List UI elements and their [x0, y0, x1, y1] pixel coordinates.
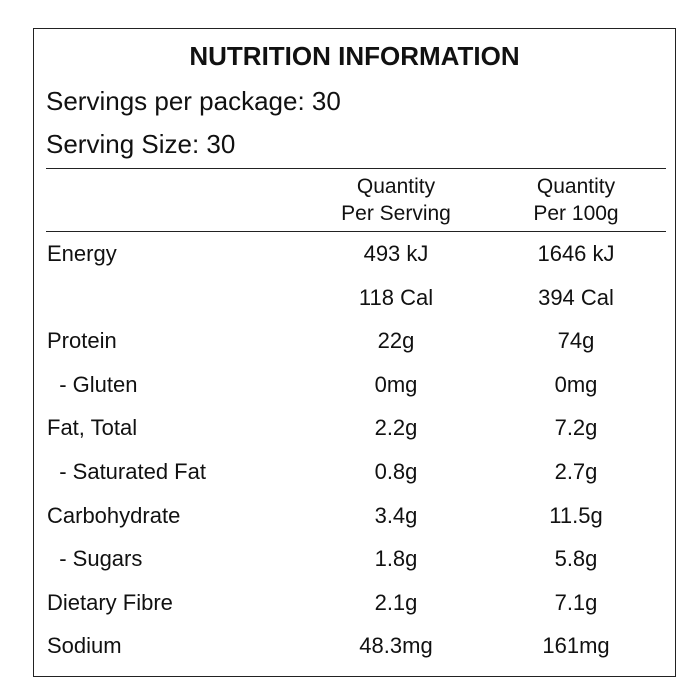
column-header: Per 100g	[533, 202, 619, 225]
row-label: Carbohydrate	[47, 502, 181, 528]
row-label: Sodium	[47, 633, 122, 659]
column-header: Per Serving	[341, 202, 451, 225]
cell: 493 kJ	[363, 241, 429, 266]
row-label: Energy	[47, 241, 117, 266]
cell: 11.5g	[549, 502, 603, 528]
cell: 1.8g	[374, 546, 418, 572]
row-label: Protein	[47, 328, 117, 354]
cell: 1646 kJ	[537, 241, 615, 266]
cell: 0mg	[554, 371, 598, 397]
cell: 2.7g	[554, 459, 598, 484]
servings: Servings per package: 30	[46, 86, 341, 116]
cell: 74g	[557, 328, 595, 354]
cell: 0.8g	[374, 459, 418, 484]
cell: 0mg	[374, 371, 418, 397]
column-header: Quantity	[356, 175, 436, 198]
row-label: Fat, Total	[47, 415, 138, 441]
title: NUTRITION INFORMATION	[189, 41, 520, 71]
cell: 2.1g	[374, 589, 418, 615]
rule	[46, 168, 666, 169]
row-label: - Sugars	[47, 546, 143, 572]
cell: 161mg	[542, 633, 610, 659]
cell: 394 Cal	[538, 284, 614, 310]
cell: 7.1g	[554, 589, 598, 615]
column-header: Quantity	[536, 175, 616, 198]
cell: 22g	[377, 328, 415, 354]
cell: 48.3mg	[359, 633, 433, 659]
cell: 2.2g	[374, 415, 418, 441]
cell: 3.4g	[374, 502, 418, 528]
serving-size: Serving Size: 30	[46, 129, 236, 159]
row-label: - Gluten	[47, 371, 138, 397]
cell: 5.8g	[554, 546, 598, 572]
row-label: - Saturated Fat	[47, 459, 206, 484]
cell: 7.2g	[554, 415, 598, 441]
cell: 118 Cal	[358, 284, 434, 310]
row-label: Dietary Fibre	[47, 589, 173, 615]
nutrition-panel: NUTRITION INFORMATION Servings per packa…	[33, 28, 676, 677]
rule	[46, 231, 666, 232]
